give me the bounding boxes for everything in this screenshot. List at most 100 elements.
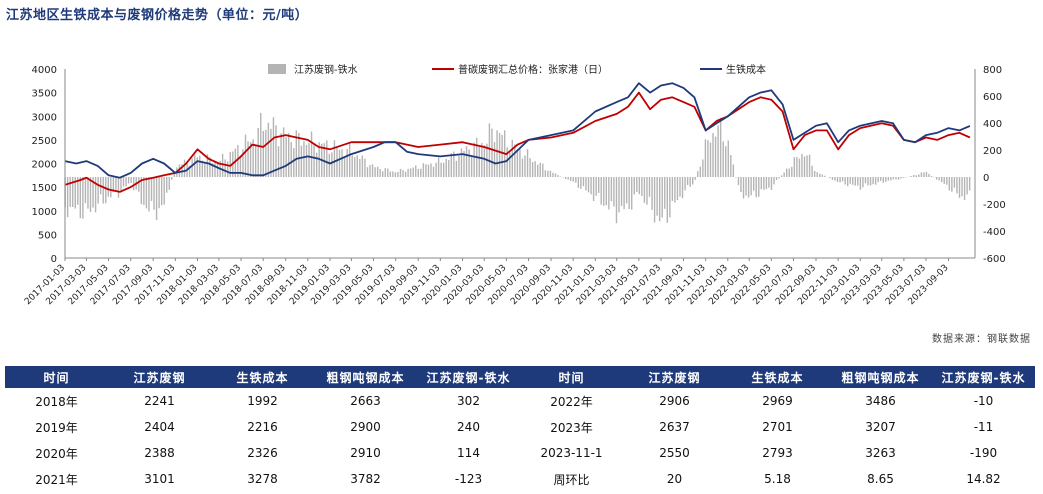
spread-bar: [379, 169, 381, 177]
spread-bar: [82, 177, 84, 219]
spread-bar: [849, 177, 851, 184]
spread-bar: [427, 164, 430, 177]
spread-bar: [605, 177, 608, 206]
spread-bar: [880, 177, 882, 181]
spread-bar: [107, 177, 109, 197]
spread-bar: [567, 177, 569, 180]
table-cell: 2020年: [35, 446, 78, 461]
spread-bar: [892, 177, 895, 180]
spread-bar: [112, 177, 115, 193]
spread-bar: [150, 177, 153, 201]
spread-bar: [234, 148, 237, 177]
spread-bar: [315, 152, 318, 177]
spread-bar: [595, 177, 597, 196]
spread-bar: [575, 177, 577, 183]
spread-bar: [509, 152, 511, 177]
legend-spread-swatch: [268, 64, 286, 74]
spread-bar: [199, 155, 201, 177]
spread-bar: [168, 177, 170, 190]
spread-bar: [938, 177, 940, 181]
spread-bar: [450, 153, 453, 177]
spread-bar: [287, 133, 290, 177]
table-cell: 2969: [762, 394, 793, 408]
spread-bar: [72, 177, 74, 208]
spread-bar: [336, 146, 338, 177]
table-cell: 240: [457, 420, 480, 434]
spread-bar: [597, 177, 600, 193]
spread-bar: [707, 140, 709, 177]
spread-bar: [404, 171, 407, 177]
spread-bar: [925, 171, 928, 177]
spread-bar: [844, 177, 846, 185]
table-body: 2018年 2241 1992 2663 302 2022年 2906 2969 3486 -10…: [5, 388, 1035, 492]
y-left-tick-label: 500: [38, 230, 57, 241]
table-header-cell: 粗钢吨钢成本: [829, 366, 932, 388]
spread-bar: [791, 166, 793, 177]
spread-bar: [221, 153, 224, 177]
spread-bar: [877, 177, 879, 183]
spread-bar: [331, 152, 333, 177]
spread-bar: [300, 145, 303, 177]
spread-bar: [956, 177, 958, 194]
y-right-tick-label: -600: [983, 254, 1006, 265]
spread-bar: [638, 177, 641, 195]
spread-bar: [496, 130, 498, 177]
spread-bar: [864, 177, 867, 184]
spread-bar: [554, 173, 557, 177]
spread-bar: [326, 140, 328, 177]
spread-bar: [97, 177, 99, 204]
spread-bar: [305, 145, 308, 177]
spread-bar: [592, 177, 595, 201]
spread-bar: [636, 177, 638, 193]
spread-bar: [923, 172, 925, 177]
table-cell: -190: [969, 446, 998, 460]
spread-bar: [679, 177, 681, 197]
table-cell: 3278: [247, 472, 278, 486]
scrap-price-line: [64, 91, 971, 193]
spread-bar: [841, 177, 844, 182]
spread-bar: [577, 177, 580, 188]
spread-bar: [811, 165, 813, 177]
spread-bar: [453, 151, 455, 177]
table-cell: 2900: [350, 420, 381, 434]
spread-bar: [430, 163, 432, 177]
spread-bar: [201, 160, 204, 177]
spread-bar: [115, 177, 117, 192]
y-right-tick-label: 400: [983, 119, 1002, 130]
spread-bar: [369, 165, 371, 177]
spread-bar: [371, 164, 374, 177]
spread-bar: [155, 177, 158, 221]
spread-bar: [407, 168, 409, 177]
table-cell: -10: [973, 394, 994, 408]
spread-bar: [87, 177, 89, 209]
table-cell: 3782: [350, 472, 381, 486]
spread-bar: [84, 177, 87, 204]
spread-bar: [783, 172, 785, 177]
spread-bar: [117, 177, 120, 198]
spread-bar: [564, 177, 567, 179]
spread-bar: [740, 177, 742, 193]
spread-bar: [420, 168, 422, 177]
spread-bar: [948, 177, 951, 191]
spread-bar: [468, 149, 470, 177]
spread-bar: [432, 166, 435, 177]
spread-bar: [758, 177, 760, 197]
spread-bar: [409, 168, 412, 177]
spread-bar: [506, 147, 508, 177]
spread-bar: [613, 177, 615, 207]
spread-bar: [704, 139, 707, 177]
spread-bar: [310, 131, 313, 177]
spread-bar: [252, 139, 254, 177]
spread-bar: [130, 177, 132, 183]
table-cell: 2910: [350, 446, 381, 460]
spread-bar: [313, 144, 315, 177]
table-header-row: 时间 江苏废钢 生铁成本 粗钢吨钢成本 江苏废钢-铁水 时间 江苏废钢 生铁成本 粗钢吨钢成本江…: [5, 366, 1035, 388]
spread-bar: [92, 177, 94, 208]
spread-bar: [547, 170, 549, 177]
table-cell: -11: [973, 420, 994, 434]
spread-bar: [803, 156, 806, 177]
table-cell: 20: [666, 472, 683, 486]
spread-bar: [658, 177, 661, 222]
spread-bar: [382, 171, 384, 177]
spread-bar: [819, 173, 821, 177]
